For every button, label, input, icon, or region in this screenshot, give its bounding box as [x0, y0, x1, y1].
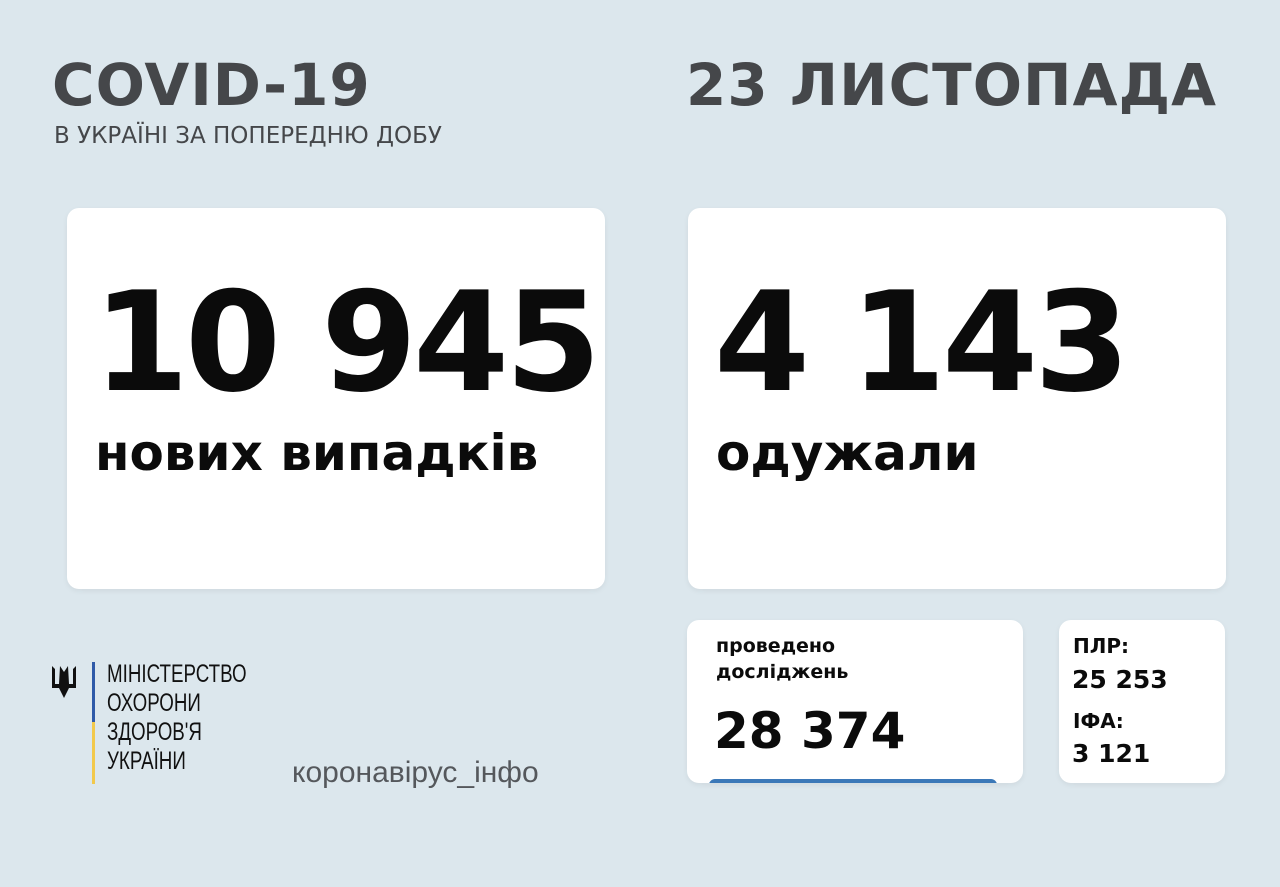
recovered-value: 4 143 [714, 262, 1130, 423]
recovered-card: 4 143 одужали [688, 208, 1226, 589]
new-cases-value: 10 945 [93, 262, 601, 423]
trident-icon [50, 662, 78, 708]
ministry-line: ЗДОРОВ'Я [107, 718, 202, 746]
flag-stripe-blue [92, 662, 95, 722]
tests-card: проведено досліджень 28 374 [687, 620, 1023, 783]
ministry-line: ОХОРОНИ [107, 689, 201, 717]
new-cases-label: нових випадків [95, 424, 539, 482]
test-breakdown-card: ПЛР: 25 253 ІФА: 3 121 [1059, 620, 1225, 783]
ifa-value: 3 121 [1072, 739, 1151, 768]
recovered-label: одужали [716, 424, 979, 482]
pcr-label: ПЛР: [1073, 634, 1130, 658]
tests-label-1: проведено [716, 635, 836, 657]
tests-value: 28 374 [714, 702, 906, 760]
page-subtitle: В УКРАЇНІ ЗА ПОПЕРЕДНЮ ДОБУ [54, 123, 442, 149]
report-date: 23 ЛИСТОПАДА [686, 51, 1218, 119]
tests-accent-bar [709, 779, 997, 783]
page-title: COVID-19 [52, 51, 371, 119]
ifa-label: ІФА: [1073, 709, 1124, 733]
new-cases-card: 10 945 нових випадків [67, 208, 605, 589]
tests-label-2: досліджень [716, 661, 849, 683]
flag-stripe-yellow [92, 722, 95, 784]
site-hashtag: коронавірус_інфо [292, 756, 539, 789]
ministry-line: УКРАЇНИ [107, 747, 186, 775]
ministry-logo-text: МІНІСТЕРСТВО ОХОРОНИ ЗДОРОВ'Я УКРАЇНИ [107, 660, 293, 776]
ministry-line: МІНІСТЕРСТВО [107, 660, 247, 688]
pcr-value: 25 253 [1072, 665, 1168, 694]
